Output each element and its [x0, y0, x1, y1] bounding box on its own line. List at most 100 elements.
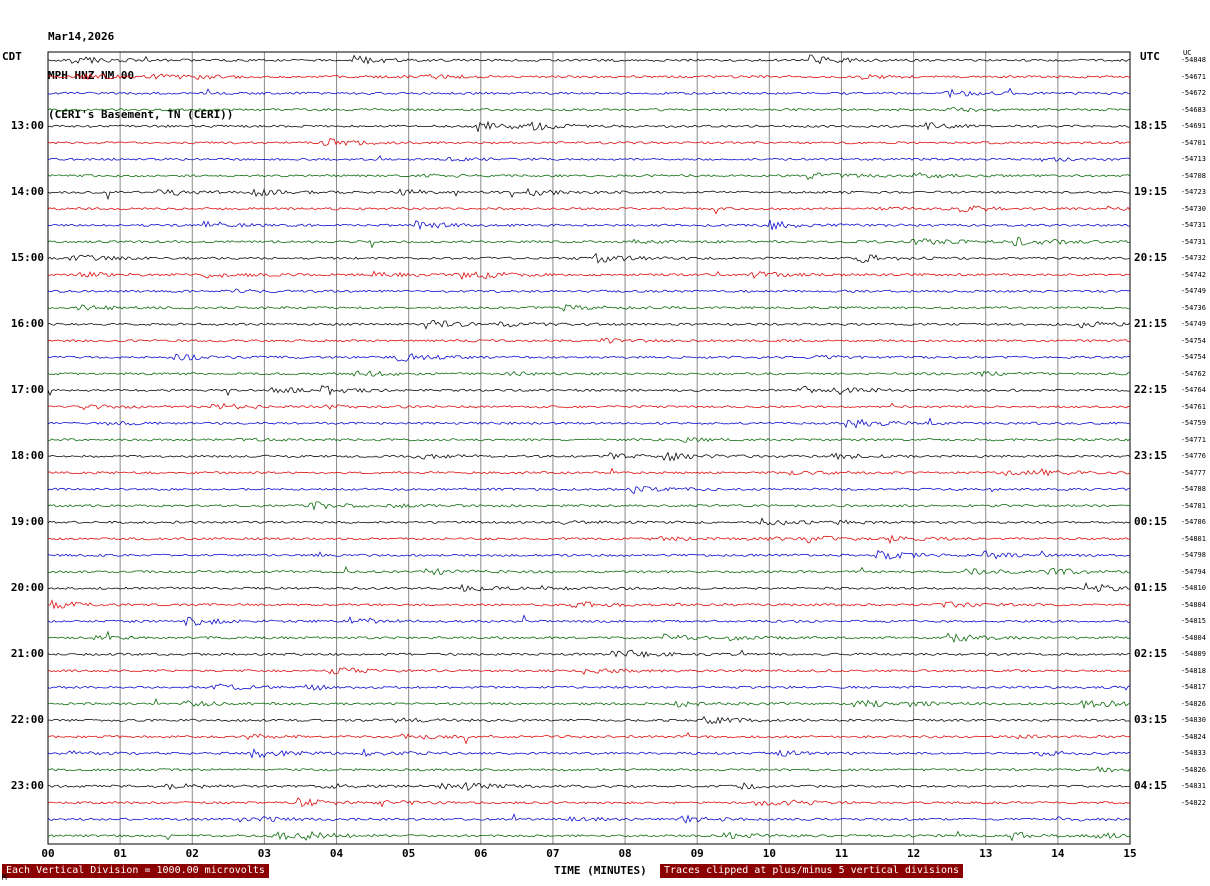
trace-row-4	[47, 120, 1131, 132]
trace-offset-value: -54804	[1180, 633, 1206, 642]
trace-offset-value: -54817	[1180, 683, 1206, 692]
trace-row-5	[47, 137, 1131, 147]
header-date: Mar14,2026	[48, 30, 115, 43]
trace-offset-value: -54764	[1180, 386, 1206, 395]
trace-offset-value: -54671	[1180, 72, 1206, 81]
trace-row-20	[47, 385, 1131, 397]
right-hour-label: 01:15	[1134, 581, 1168, 595]
trace-offset-value: -54742	[1180, 270, 1206, 279]
trace-row-35	[47, 630, 1131, 643]
left-hour-label: 20:00	[10, 581, 44, 595]
trace-row-21	[47, 402, 1131, 411]
trace-offset-value: -54754	[1180, 336, 1206, 345]
trace-row-7	[47, 172, 1131, 181]
trace-row-44	[47, 781, 1131, 791]
left-hour-label: 23:00	[10, 779, 44, 793]
x-tick-label: 01	[113, 847, 127, 860]
trace-row-30	[47, 549, 1131, 560]
right-axis-label: UTC	[1140, 50, 1160, 63]
trace-row-19	[47, 370, 1131, 378]
trace-offset-value: -54831	[1180, 782, 1206, 791]
trace-row-33	[47, 599, 1131, 610]
trace-row-26	[47, 486, 1131, 495]
corner-mark: M	[2, 873, 7, 882]
trace-offset-value: -54786	[1180, 518, 1206, 527]
trace-offset-value: -54794	[1180, 567, 1206, 576]
trace-row-6	[47, 155, 1131, 162]
right-hour-label: 00:15	[1134, 515, 1168, 529]
header-station: MPH HNZ NM 00	[48, 69, 135, 82]
trace-row-18	[47, 353, 1131, 362]
trace-row-11	[47, 236, 1131, 249]
trace-row-17	[47, 337, 1131, 344]
trace-row-28	[47, 517, 1131, 526]
trace-row-25	[47, 467, 1131, 477]
trace-row-42	[47, 748, 1131, 759]
trace-row-12	[47, 252, 1131, 264]
trace-offset-value: -54801	[1180, 534, 1206, 543]
trace-offset-value: -54826	[1180, 699, 1206, 708]
trace-row-27	[47, 501, 1131, 511]
x-tick-label: 03	[257, 847, 272, 860]
trace-row-43	[47, 766, 1131, 773]
x-tick-label: 13	[979, 847, 993, 860]
left-hour-label: 13:00	[10, 119, 44, 133]
trace-offset-value: -54848	[1180, 56, 1206, 65]
trace-offset-value: -54822	[1180, 798, 1206, 807]
left-hour-label: 17:00	[10, 383, 44, 397]
trace-offset-value: -54754	[1180, 353, 1206, 362]
right-hour-label: 21:15	[1134, 317, 1168, 331]
trace-offset-value: -54731	[1180, 237, 1206, 246]
trace-offset-value: -54683	[1180, 105, 1206, 114]
trace-row-32	[47, 582, 1131, 593]
right-column-header: UC	[1183, 49, 1192, 57]
right-hour-label: 20:15	[1134, 251, 1168, 265]
x-tick-label: 05	[402, 847, 416, 860]
trace-row-40	[47, 716, 1131, 725]
x-tick-label: 06	[474, 847, 488, 860]
trace-offset-value: -54788	[1180, 485, 1206, 494]
trace-row-23	[47, 436, 1131, 443]
left-hour-label: 19:00	[10, 515, 44, 529]
trace-offset-value: -54804	[1180, 600, 1206, 609]
trace-row-14	[47, 288, 1131, 294]
trace-offset-value: -54815	[1180, 617, 1206, 626]
trace-row-34	[47, 614, 1131, 627]
x-tick-label: 15	[1123, 847, 1137, 860]
trace-row-29	[47, 534, 1131, 545]
x-tick-label: 00	[41, 847, 55, 860]
x-tick-label: 14	[1051, 847, 1065, 860]
left-hour-label: 15:00	[10, 251, 44, 265]
trace-offset-value: -54732	[1180, 254, 1206, 263]
x-tick-label: 09	[690, 847, 704, 860]
trace-row-37	[47, 667, 1131, 675]
trace-offset-value: -54749	[1180, 287, 1206, 296]
trace-offset-value: -54776	[1180, 452, 1206, 461]
header: Mar14,2026 MPH HNZ NM 00 (CERI's Basemen…	[48, 4, 233, 147]
x-tick-label: 07	[546, 847, 560, 860]
right-hour-label: 03:15	[1134, 713, 1168, 727]
trace-offset-value: -54730	[1180, 204, 1206, 213]
trace-offset-value: -54818	[1180, 666, 1206, 675]
trace-row-36	[47, 649, 1131, 659]
trace-row-0	[47, 54, 1131, 65]
trace-row-2	[47, 87, 1131, 99]
trace-offset-value: -54810	[1180, 584, 1206, 593]
left-hour-label: 21:00	[10, 647, 44, 661]
trace-offset-value: -54759	[1180, 419, 1206, 428]
trace-offset-value: -54731	[1180, 221, 1206, 230]
trace-offset-value: -54833	[1180, 749, 1206, 758]
x-tick-label: 11	[834, 847, 849, 860]
trace-offset-value: -54761	[1180, 402, 1206, 411]
trace-row-22	[47, 417, 1131, 429]
trace-row-38	[47, 683, 1131, 691]
trace-row-3	[47, 106, 1131, 113]
x-tick-label: 08	[618, 847, 632, 860]
right-hour-label: 22:15	[1134, 383, 1168, 397]
trace-row-15	[47, 304, 1131, 312]
trace-offset-value: -54672	[1180, 89, 1206, 98]
trace-offset-value: -54777	[1180, 468, 1206, 477]
left-hour-label: 16:00	[10, 317, 44, 331]
